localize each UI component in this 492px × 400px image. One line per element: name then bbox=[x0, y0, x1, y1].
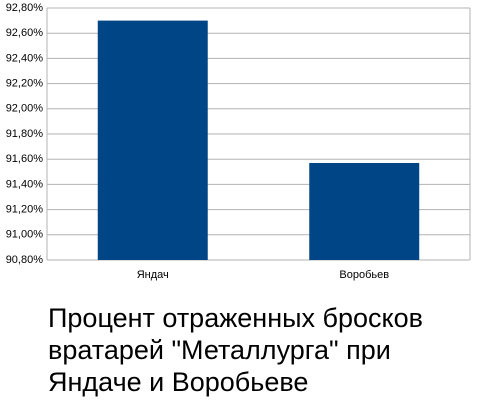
y-tick-label: 90,80% bbox=[6, 254, 44, 266]
y-tick-label: 92,80% bbox=[6, 2, 44, 14]
chart-title: Процент отраженных бросков вратарей "Мет… bbox=[48, 303, 423, 397]
bar bbox=[97, 20, 208, 260]
y-tick-label: 92,40% bbox=[6, 52, 44, 64]
y-tick-label: 91,40% bbox=[6, 178, 44, 190]
y-tick-label: 91,20% bbox=[6, 204, 44, 216]
y-tick-label: 92,20% bbox=[6, 78, 44, 90]
y-tick-label: 91,80% bbox=[6, 128, 44, 140]
y-tick-label: 92,60% bbox=[6, 27, 44, 39]
x-tick-label: Яндач bbox=[137, 269, 169, 281]
y-tick-label: 92,00% bbox=[6, 103, 44, 115]
y-tick-label: 91,60% bbox=[6, 153, 44, 165]
x-tick-label: Воробьев bbox=[339, 269, 389, 281]
chart: 90,80% 91,00% 91,20% 91,40% 91,60% 91,80% 92,0… bbox=[6, 2, 471, 281]
y-tick-label: 91,00% bbox=[6, 229, 44, 241]
bar bbox=[309, 162, 420, 260]
